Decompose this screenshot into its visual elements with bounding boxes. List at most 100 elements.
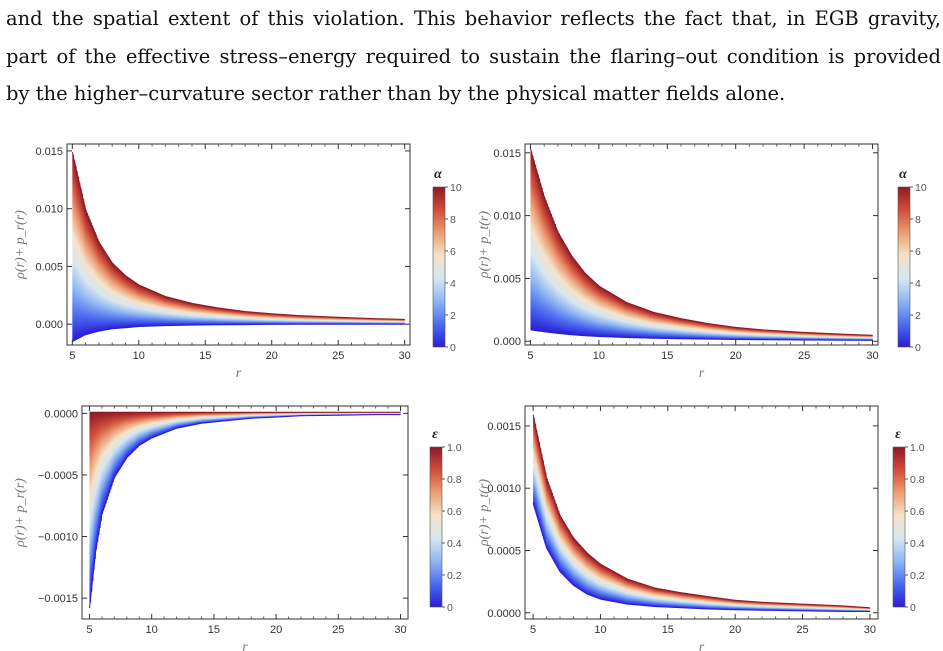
band-strip (656, 588, 658, 607)
band-strip (322, 316, 325, 325)
band-strip (747, 328, 750, 340)
band-strip (789, 331, 792, 340)
band-strip (573, 538, 575, 586)
band-strip (187, 412, 190, 426)
band-strip (585, 274, 588, 336)
colorbar-tick-label: 4 (450, 278, 456, 290)
band-strip (77, 177, 80, 339)
band-strip (234, 412, 236, 420)
band-strip (723, 325, 726, 340)
band-strip (577, 542, 579, 589)
band-strip (215, 307, 218, 325)
band-strip (356, 317, 358, 325)
band-strip (608, 568, 610, 601)
band-strip (664, 315, 667, 339)
band-strip (726, 599, 728, 610)
band-strip (840, 334, 843, 341)
band-strip (274, 412, 277, 418)
band-strip (596, 284, 598, 337)
band-strip (758, 601, 761, 611)
band-strip (581, 269, 584, 336)
band-strip (830, 333, 833, 341)
band-strip (319, 412, 321, 416)
band-strip (713, 324, 716, 340)
band-strip (705, 596, 708, 609)
x-tick-label: 20 (266, 350, 278, 362)
band-strip (126, 412, 129, 458)
band-strip (290, 412, 293, 417)
band-strip (785, 603, 788, 611)
band-strip (608, 291, 610, 337)
band-strip (106, 255, 109, 330)
band-strip (270, 412, 272, 418)
band-strip (717, 324, 720, 340)
band-strip (848, 334, 851, 341)
band-strip (688, 593, 691, 609)
band-strip (829, 333, 831, 341)
x-tick-label: 20 (730, 350, 742, 362)
band-strip (693, 321, 696, 339)
band-strip (634, 581, 636, 605)
band-strip (136, 283, 138, 327)
band-strip (255, 312, 257, 325)
band-strip (155, 412, 157, 437)
band-strip (722, 325, 725, 340)
band-strip (633, 305, 635, 338)
band-strip (105, 253, 108, 330)
band-strip (700, 595, 702, 609)
band-strip (551, 217, 554, 333)
band-strip (548, 210, 551, 333)
band-strip (551, 492, 553, 558)
band-strip (564, 245, 567, 335)
band-strip (278, 314, 280, 325)
band-strip (806, 604, 809, 611)
band-strip (97, 412, 100, 535)
data-band (71, 151, 406, 342)
band-strip (698, 595, 701, 609)
band-strip (115, 267, 118, 329)
band-strip (279, 412, 282, 417)
band-strip (217, 412, 220, 422)
band-strip (233, 412, 235, 421)
band-strip (86, 213, 89, 335)
band-strip (132, 412, 135, 452)
band-strip (668, 315, 671, 339)
band-strip (172, 298, 174, 326)
band-strip (571, 536, 574, 585)
band-strip (230, 309, 233, 325)
band-strip (234, 310, 237, 325)
band-strip (846, 606, 849, 612)
band-strip (352, 317, 354, 325)
band-strip (701, 595, 704, 609)
band-strip (161, 412, 163, 434)
band-strip (692, 320, 695, 339)
band-strip (561, 519, 564, 574)
band-strip (222, 412, 224, 422)
band-strip (738, 327, 741, 340)
band-strip (201, 305, 204, 325)
band-strip (862, 334, 864, 341)
band-strip (280, 314, 283, 325)
band-strip (125, 412, 127, 460)
band-strip (106, 412, 108, 500)
band-strip (367, 412, 369, 415)
band-strip (154, 291, 156, 326)
band-strip (165, 296, 168, 326)
band-strip (284, 314, 287, 325)
band-strip (382, 412, 385, 415)
band-strip (688, 320, 691, 339)
band-strip (265, 313, 268, 325)
band-strip (193, 303, 196, 326)
band-strip (794, 603, 797, 611)
y-tick-label: 0.015 (493, 148, 521, 160)
band-strip (363, 318, 366, 325)
band-strip (108, 412, 111, 493)
band-strip (820, 604, 823, 612)
band-strip (314, 412, 316, 416)
band-strip (737, 600, 740, 610)
band-strip (684, 319, 687, 339)
band-strip (824, 605, 827, 612)
band-strip (161, 295, 164, 326)
band-strip (602, 288, 605, 337)
